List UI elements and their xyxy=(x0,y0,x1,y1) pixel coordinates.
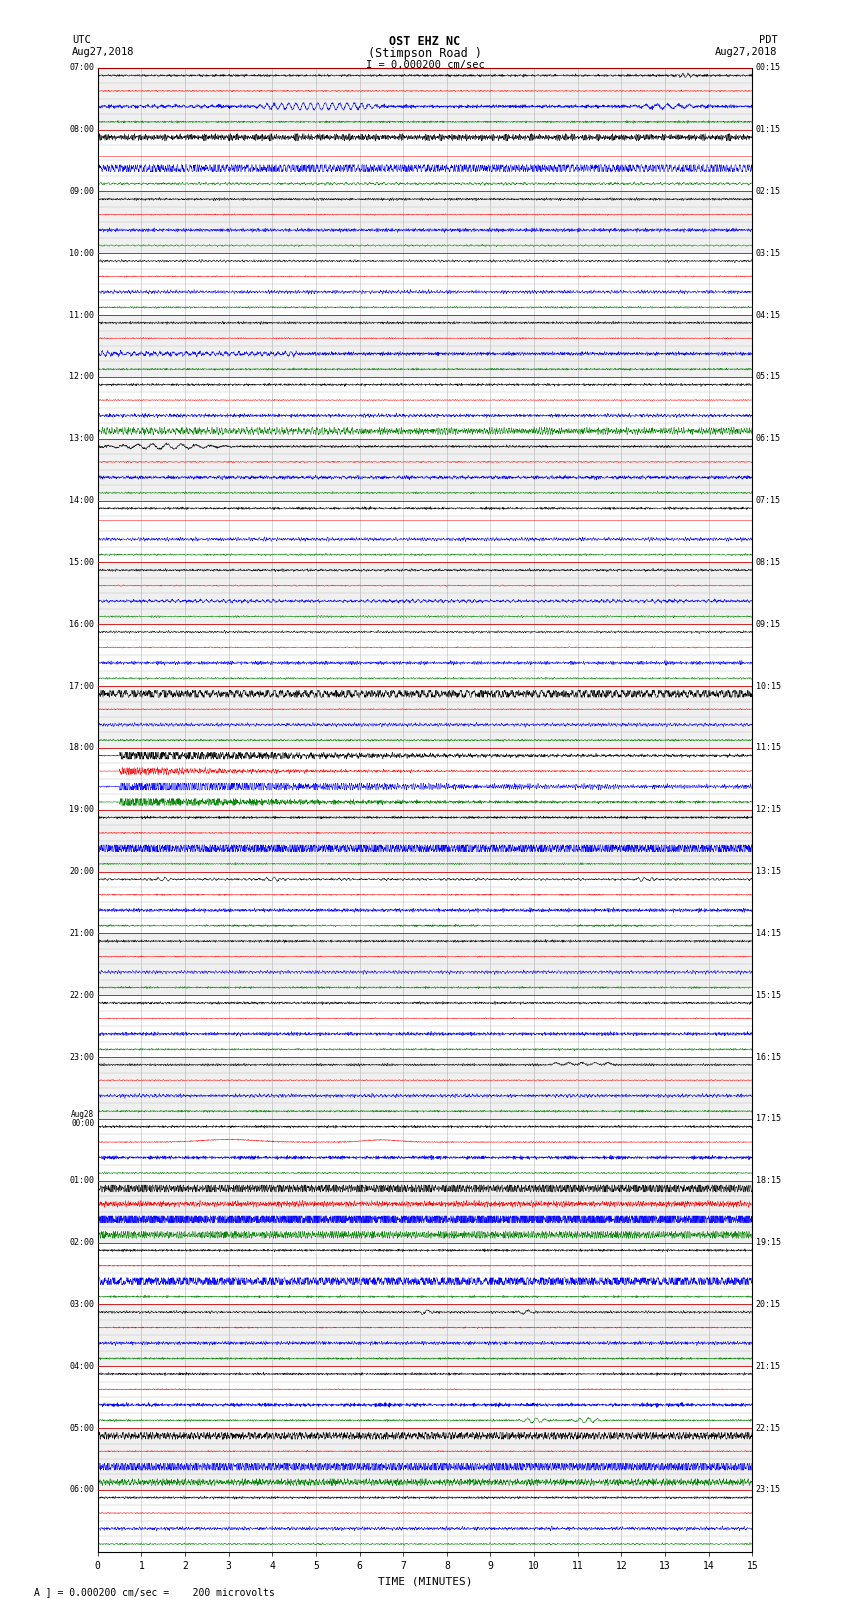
Bar xyxy=(98,192,752,253)
Bar xyxy=(98,315,752,377)
Text: 20:15: 20:15 xyxy=(756,1300,780,1308)
Text: 06:15: 06:15 xyxy=(756,434,780,444)
Text: 14:15: 14:15 xyxy=(756,929,780,937)
Text: 10:15: 10:15 xyxy=(756,682,780,690)
Text: 12:15: 12:15 xyxy=(756,805,780,815)
Text: 23:15: 23:15 xyxy=(756,1486,780,1494)
Bar xyxy=(98,439,752,500)
Text: 18:00: 18:00 xyxy=(70,744,94,752)
Bar xyxy=(98,129,752,192)
Text: 05:15: 05:15 xyxy=(756,373,780,381)
Text: 19:15: 19:15 xyxy=(756,1239,780,1247)
Text: 07:00: 07:00 xyxy=(70,63,94,73)
Text: 08:15: 08:15 xyxy=(756,558,780,566)
Text: 09:15: 09:15 xyxy=(756,619,780,629)
Text: 21:15: 21:15 xyxy=(756,1361,780,1371)
Text: 15:15: 15:15 xyxy=(756,990,780,1000)
Bar xyxy=(98,934,752,995)
Text: (Stimpson Road ): (Stimpson Road ) xyxy=(368,47,482,60)
Bar xyxy=(98,810,752,871)
Bar xyxy=(98,1057,752,1119)
Text: 00:15: 00:15 xyxy=(756,63,780,73)
Text: 23:00: 23:00 xyxy=(70,1053,94,1061)
Text: 16:00: 16:00 xyxy=(70,619,94,629)
Text: 15:00: 15:00 xyxy=(70,558,94,566)
Text: 03:15: 03:15 xyxy=(756,248,780,258)
Text: Aug28: Aug28 xyxy=(71,1110,94,1119)
Text: 02:15: 02:15 xyxy=(756,187,780,195)
Text: 13:15: 13:15 xyxy=(756,868,780,876)
Text: 22:15: 22:15 xyxy=(756,1424,780,1432)
Bar xyxy=(98,1305,752,1366)
Text: 13:00: 13:00 xyxy=(70,434,94,444)
Text: 07:15: 07:15 xyxy=(756,497,780,505)
Bar xyxy=(98,1366,752,1428)
Bar xyxy=(98,624,752,686)
Text: UTC: UTC xyxy=(72,35,91,45)
Bar xyxy=(98,1119,752,1181)
Bar xyxy=(98,748,752,810)
Text: OST EHZ NC: OST EHZ NC xyxy=(389,35,461,48)
Bar xyxy=(98,871,752,934)
Bar xyxy=(98,1490,752,1552)
Text: 17:00: 17:00 xyxy=(70,682,94,690)
Text: 12:00: 12:00 xyxy=(70,373,94,381)
Text: 21:00: 21:00 xyxy=(70,929,94,937)
Text: 06:00: 06:00 xyxy=(70,1486,94,1494)
Bar xyxy=(98,563,752,624)
Text: 16:15: 16:15 xyxy=(756,1053,780,1061)
Text: 17:15: 17:15 xyxy=(756,1115,780,1123)
Text: 22:00: 22:00 xyxy=(70,990,94,1000)
Text: 09:00: 09:00 xyxy=(70,187,94,195)
Text: I = 0.000200 cm/sec: I = 0.000200 cm/sec xyxy=(366,60,484,69)
Bar xyxy=(98,1181,752,1242)
Text: 19:00: 19:00 xyxy=(70,805,94,815)
Bar xyxy=(98,253,752,315)
Text: 20:00: 20:00 xyxy=(70,868,94,876)
Bar xyxy=(98,68,752,129)
Bar xyxy=(98,377,752,439)
Bar xyxy=(98,1242,752,1305)
Text: 14:00: 14:00 xyxy=(70,497,94,505)
X-axis label: TIME (MINUTES): TIME (MINUTES) xyxy=(377,1576,473,1586)
Text: 02:00: 02:00 xyxy=(70,1239,94,1247)
Text: 00:00: 00:00 xyxy=(71,1119,94,1127)
Text: A ] = 0.000200 cm/sec =    200 microvolts: A ] = 0.000200 cm/sec = 200 microvolts xyxy=(34,1587,275,1597)
Text: 18:15: 18:15 xyxy=(756,1176,780,1186)
Text: 01:00: 01:00 xyxy=(70,1176,94,1186)
Text: 03:00: 03:00 xyxy=(70,1300,94,1308)
Text: 04:15: 04:15 xyxy=(756,311,780,319)
Text: 11:00: 11:00 xyxy=(70,311,94,319)
Bar xyxy=(98,686,752,748)
Bar xyxy=(98,500,752,563)
Bar xyxy=(98,1428,752,1490)
Text: 08:00: 08:00 xyxy=(70,126,94,134)
Text: PDT: PDT xyxy=(759,35,778,45)
Text: 10:00: 10:00 xyxy=(70,248,94,258)
Bar xyxy=(98,995,752,1057)
Text: Aug27,2018: Aug27,2018 xyxy=(715,47,778,56)
Text: 05:00: 05:00 xyxy=(70,1424,94,1432)
Text: 01:15: 01:15 xyxy=(756,126,780,134)
Text: Aug27,2018: Aug27,2018 xyxy=(72,47,135,56)
Text: 11:15: 11:15 xyxy=(756,744,780,752)
Text: 04:00: 04:00 xyxy=(70,1361,94,1371)
